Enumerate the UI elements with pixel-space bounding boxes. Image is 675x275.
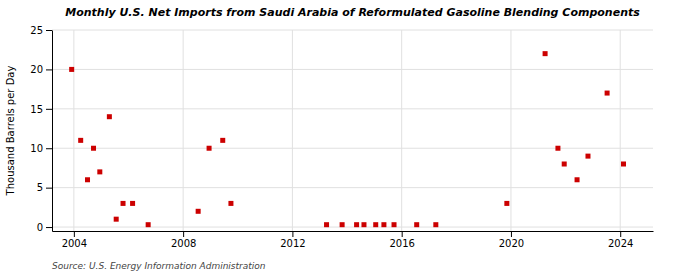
point <box>585 154 590 159</box>
point <box>91 146 96 151</box>
y-grid-line <box>52 187 653 188</box>
point <box>228 201 233 206</box>
y-tick-mark <box>46 227 52 228</box>
point <box>340 222 345 227</box>
y-axis-line <box>52 31 53 232</box>
point <box>196 209 201 214</box>
y-tick-mark <box>46 148 52 149</box>
x-tick-mark <box>292 231 293 237</box>
point <box>69 67 74 72</box>
x-tick: 2016 <box>389 231 414 249</box>
point <box>543 51 548 56</box>
point <box>354 222 359 227</box>
y-tick-label: 15 <box>30 104 43 115</box>
y-tick-mark <box>46 30 52 31</box>
point <box>562 162 567 167</box>
point <box>575 177 580 182</box>
point <box>373 222 378 227</box>
point <box>85 177 90 182</box>
x-grid-line <box>620 30 621 231</box>
x-tick: 2020 <box>499 231 524 249</box>
x-tick: 2012 <box>280 231 305 249</box>
title: Monthly U.S. Net Imports from Saudi Arab… <box>65 6 640 19</box>
x-grid-line <box>183 30 184 231</box>
x-tick: 2008 <box>171 231 196 249</box>
x-tick-mark <box>620 231 621 237</box>
point <box>78 138 83 143</box>
x-grid-line <box>73 30 74 231</box>
x-tick-label: 2020 <box>499 238 524 249</box>
x-grid-line <box>292 30 293 231</box>
x-tick-label: 2016 <box>389 238 414 249</box>
y-tick: 5 <box>37 182 52 193</box>
y-tick: 10 <box>30 143 52 154</box>
x-tick-label: 2004 <box>62 238 87 249</box>
y-grid-line <box>52 69 653 70</box>
y-tick-label: 25 <box>30 25 43 36</box>
x-grid-line <box>401 30 402 231</box>
point <box>114 217 119 222</box>
y-tick-label: 10 <box>30 143 43 154</box>
y-tick-label: 20 <box>30 64 43 75</box>
point <box>107 114 112 119</box>
point <box>621 162 626 167</box>
y-grid-line <box>52 227 653 228</box>
y-axis-label: Thousand Barrels per Day <box>5 66 16 197</box>
x-tick-label: 2024 <box>608 238 633 249</box>
y-grid-line <box>52 30 653 31</box>
point <box>381 222 386 227</box>
point <box>414 222 419 227</box>
x-tick-mark <box>183 231 184 237</box>
source-note: Source: U.S. Energy Information Administ… <box>52 261 266 271</box>
point <box>146 222 151 227</box>
y-tick-label: 5 <box>37 182 43 193</box>
point <box>130 201 135 206</box>
chart-container: 2004 2008 2012 2016 2020 2024 0 5 10 15 20 25 Monthl… <box>0 0 675 275</box>
point <box>392 222 397 227</box>
x-tick-mark <box>511 231 512 237</box>
point <box>433 222 438 227</box>
point <box>121 201 126 206</box>
x-tick-label: 2012 <box>280 238 305 249</box>
x-tick-mark <box>74 231 75 237</box>
grid <box>52 30 653 231</box>
y-tick: 0 <box>37 222 52 233</box>
x-tick-mark <box>402 231 403 237</box>
point <box>361 222 366 227</box>
point <box>97 169 102 174</box>
points <box>69 51 626 227</box>
point <box>220 138 225 143</box>
y-axis: 0 5 10 15 20 25 <box>30 25 52 233</box>
y-tick: 20 <box>30 64 52 75</box>
point <box>605 91 610 96</box>
point <box>504 201 509 206</box>
x-grid-line <box>510 30 511 231</box>
y-tick: 25 <box>30 25 52 36</box>
y-tick: 15 <box>30 104 52 115</box>
y-tick-label: 0 <box>37 222 43 233</box>
x-tick-label: 2008 <box>171 238 196 249</box>
x-tick: 2024 <box>608 231 633 249</box>
chart: 2004 2008 2012 2016 2020 2024 0 5 10 15 20 25 Monthl… <box>0 0 675 275</box>
point <box>555 146 560 151</box>
y-tick-mark <box>46 188 52 189</box>
point <box>324 222 329 227</box>
y-tick-mark <box>46 69 52 70</box>
y-tick-mark <box>46 109 52 110</box>
point <box>207 146 212 151</box>
y-grid-line <box>52 108 653 109</box>
x-tick: 2004 <box>62 231 87 249</box>
plot: 2004 2008 2012 2016 2020 2024 0 5 10 15 20 25 <box>30 25 653 249</box>
y-grid-line <box>52 148 653 149</box>
x-axis: 2004 2008 2012 2016 2020 2024 <box>53 231 654 249</box>
x-axis-line <box>53 231 654 232</box>
